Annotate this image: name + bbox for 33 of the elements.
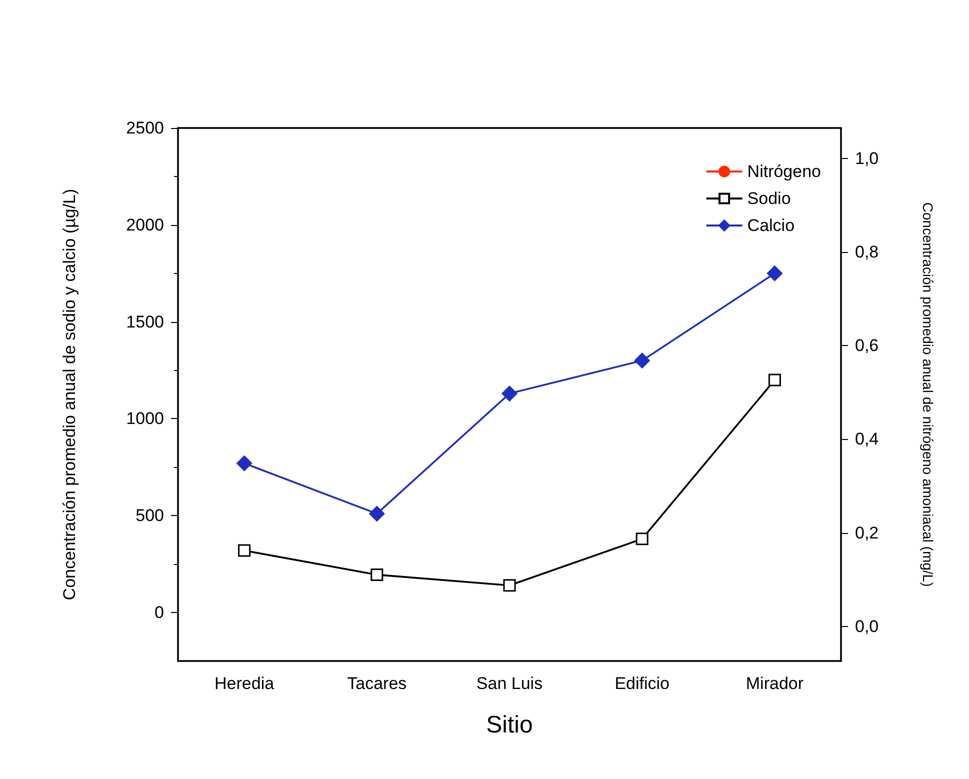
x-axis-title: Sitio — [486, 712, 533, 738]
point — [503, 579, 516, 592]
point — [369, 506, 385, 522]
y-axis-title: Concentración promedio anual de sodio y calcio (µg/L) — [60, 188, 79, 600]
y2-axis-title: Concentración promedio anual de nitrógeno amoniacal (mg/L) — [920, 202, 936, 587]
y2-tick-label: 0,8 — [855, 242, 879, 262]
point — [502, 386, 518, 402]
legend-label: Calcio — [747, 216, 795, 235]
point — [236, 455, 252, 472]
point — [768, 374, 781, 386]
y2-tick-label: 0,0 — [855, 616, 879, 636]
x-tick-label: Heredia — [214, 674, 275, 693]
x-tick-label: Tacares — [347, 674, 407, 693]
y2-tick-label: 1,0 — [855, 148, 879, 168]
x-tick-label: Mirador — [746, 674, 804, 693]
y2-tick-label: 0,2 — [855, 523, 879, 542]
legend-label: Sodio — [747, 189, 791, 208]
y2-tick-label: 0,6 — [855, 336, 879, 356]
y2-tick-label: 0,4 — [855, 430, 879, 449]
y-tick-label: 1000 — [126, 409, 164, 428]
y-tick-label: 0 — [154, 603, 164, 622]
point — [238, 544, 251, 557]
y-tick-label: 500 — [136, 506, 164, 526]
point — [766, 265, 783, 282]
legend-label: Nitrógeno — [747, 162, 822, 181]
point — [634, 352, 650, 368]
x-tick-label: Edificio — [614, 674, 670, 693]
point — [370, 568, 384, 581]
y-tick-label: 1500 — [126, 312, 164, 332]
y-tick-label: 2000 — [126, 215, 164, 234]
x-tick-label: San Luis — [476, 674, 543, 693]
point — [636, 532, 648, 546]
y-tick-label: 2500 — [126, 118, 164, 138]
